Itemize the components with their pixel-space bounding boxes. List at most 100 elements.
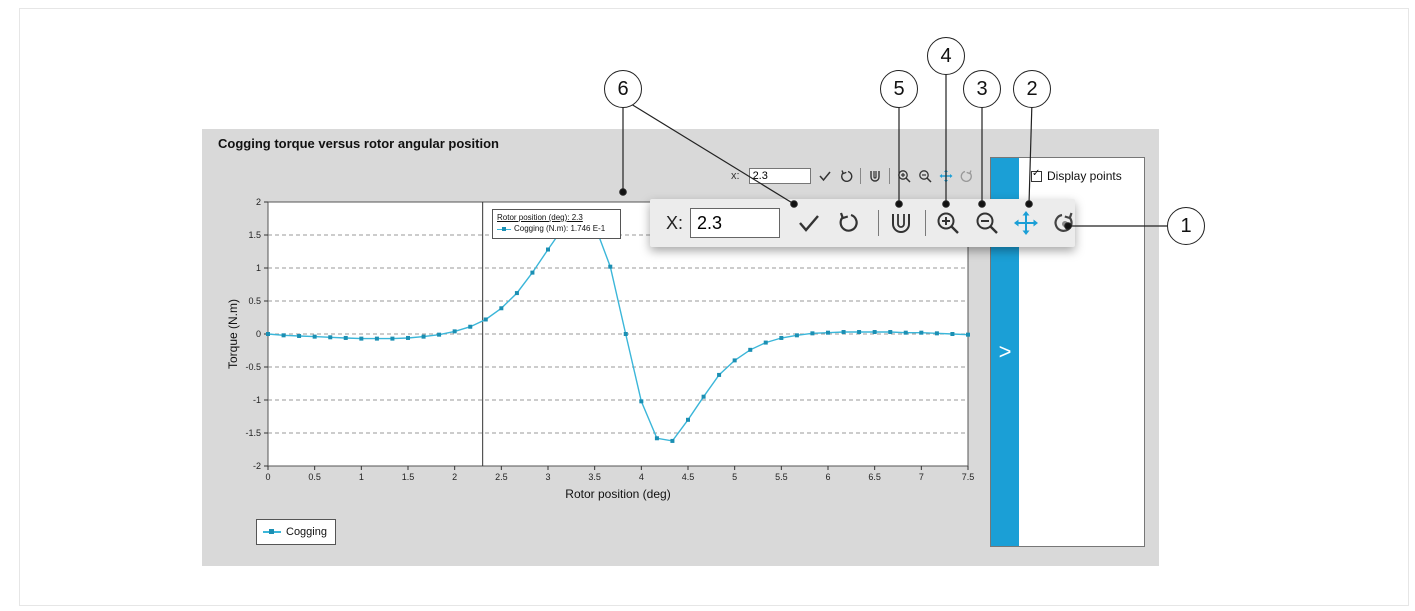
y-tick-label: 2 bbox=[256, 197, 261, 207]
data-point bbox=[919, 330, 924, 335]
small-validate-check-icon[interactable] bbox=[818, 169, 832, 183]
y-tick-label: 0 bbox=[256, 329, 261, 339]
small-toolbar-separator bbox=[859, 168, 861, 184]
panel-title: Cogging torque versus rotor angular posi… bbox=[218, 136, 499, 151]
data-point bbox=[686, 417, 690, 422]
x-tick-label: 6.5 bbox=[868, 472, 881, 482]
y-tick-label: -0.5 bbox=[245, 362, 261, 372]
data-point bbox=[950, 332, 955, 336]
small-x-label: x: bbox=[731, 170, 740, 182]
small-toolbar: x: bbox=[731, 166, 974, 186]
x-tick-label: 7 bbox=[919, 472, 924, 482]
callout-4: 4 bbox=[927, 37, 965, 75]
small-zoom-out-icon[interactable] bbox=[918, 169, 932, 183]
data-point bbox=[810, 331, 815, 336]
zoom-out-icon[interactable] bbox=[974, 210, 1000, 236]
data-point bbox=[794, 333, 799, 338]
toolbar-separator bbox=[878, 210, 879, 236]
x-tick-label: 1 bbox=[359, 472, 364, 482]
data-point bbox=[670, 438, 675, 443]
data-point bbox=[390, 336, 395, 341]
validate-check-icon[interactable] bbox=[796, 210, 822, 236]
data-point bbox=[546, 247, 550, 252]
data-point bbox=[888, 330, 893, 335]
data-point bbox=[763, 340, 768, 345]
tooltip-title: Rotor position (deg): 2.3 bbox=[497, 213, 583, 222]
data-point bbox=[343, 335, 348, 340]
data-point bbox=[297, 333, 302, 338]
page-frame bbox=[19, 8, 1409, 606]
data-point bbox=[748, 347, 753, 352]
data-point bbox=[779, 335, 784, 340]
data-point bbox=[639, 399, 644, 404]
cogging-chart[interactable]: 2 1.5 1 0.5 0 -0.5 -1 -1.5 -2 0 0.5 1 1.5 2 2.5 3 3.5 4 4.… bbox=[213, 192, 988, 547]
data-point bbox=[608, 264, 613, 269]
display-points-checkbox[interactable] bbox=[1031, 168, 1042, 182]
small-zoom-in-icon[interactable] bbox=[897, 169, 911, 183]
data-point bbox=[328, 335, 333, 340]
x-tick-label: 5.5 bbox=[775, 472, 788, 482]
small-x-input[interactable] bbox=[748, 168, 811, 184]
data-point bbox=[468, 324, 473, 329]
callout-1: 1 bbox=[1167, 207, 1205, 245]
small-pan-move-icon[interactable] bbox=[939, 169, 953, 183]
display-points-label: Display points bbox=[1047, 169, 1122, 183]
x-tick-label: 1.5 bbox=[402, 472, 415, 482]
data-point bbox=[623, 332, 628, 336]
x-tick-label: 4 bbox=[639, 472, 644, 482]
callout-3: 3 bbox=[963, 70, 1001, 108]
data-point bbox=[934, 331, 939, 336]
small-toolbar-separator bbox=[888, 168, 890, 184]
x-tick-label: 2 bbox=[452, 472, 457, 482]
data-point bbox=[514, 291, 519, 296]
cursor-tooltip: Rotor position (deg): 2.3 Cogging (N.m):… bbox=[492, 209, 621, 239]
x-tick-label: 0 bbox=[265, 472, 270, 482]
plot-area: 2 1.5 1 0.5 0 -0.5 -1 -1.5 -2 0 0.5 1 1.5 2 2.5 3 3.5 4 4.… bbox=[213, 192, 988, 547]
chart-legend: Cogging bbox=[256, 519, 336, 545]
small-magnet-snap-icon[interactable] bbox=[868, 169, 882, 183]
y-tick-label: -2 bbox=[253, 461, 261, 471]
small-refresh-view-icon[interactable] bbox=[960, 169, 974, 183]
callout-2: 2 bbox=[1013, 70, 1051, 108]
data-point bbox=[499, 306, 504, 311]
data-point bbox=[483, 317, 488, 322]
data-point bbox=[530, 270, 535, 275]
callout-6: 6 bbox=[604, 70, 642, 108]
x-tick-label: 5 bbox=[732, 472, 737, 482]
x-tick-label: 3.5 bbox=[588, 472, 601, 482]
tooltip-series-value: Cogging (N.m): 1.746 E-1 bbox=[514, 224, 606, 233]
display-points-option[interactable]: Display points bbox=[1031, 168, 1122, 183]
refresh-view-icon[interactable] bbox=[1052, 210, 1078, 236]
data-point bbox=[312, 334, 317, 339]
data-point bbox=[732, 358, 737, 363]
small-reset-icon[interactable] bbox=[839, 169, 853, 183]
x-label: X: bbox=[666, 213, 684, 233]
zoom-in-icon[interactable] bbox=[935, 210, 961, 236]
collapse-arrow-icon: > bbox=[998, 339, 1012, 364]
data-point bbox=[826, 330, 830, 335]
toolbar-separator bbox=[925, 210, 926, 236]
tooltip-series-marker bbox=[497, 225, 511, 233]
data-point bbox=[903, 330, 908, 335]
data-point bbox=[654, 436, 659, 441]
reset-icon[interactable] bbox=[835, 210, 861, 236]
series-line-cogging bbox=[267, 214, 969, 442]
data-point bbox=[452, 329, 457, 334]
y-tick-label: -1.5 bbox=[245, 428, 261, 438]
pan-move-icon[interactable] bbox=[1013, 210, 1039, 236]
x-axis-label: Rotor position (deg) bbox=[565, 487, 670, 501]
data-point bbox=[359, 336, 364, 341]
y-tick-label: 0.5 bbox=[248, 296, 261, 306]
y-tick-label: -1 bbox=[253, 395, 261, 405]
data-point bbox=[406, 335, 410, 340]
x-position-input[interactable] bbox=[690, 208, 780, 238]
tooltip-series-row: Cogging (N.m): 1.746 E-1 bbox=[497, 223, 616, 234]
x-tick-label: 2.5 bbox=[495, 472, 508, 482]
magnet-snap-icon[interactable] bbox=[888, 210, 914, 236]
data-point bbox=[872, 330, 877, 335]
legend-marker bbox=[263, 527, 281, 537]
data-point bbox=[717, 372, 722, 377]
data-point bbox=[374, 336, 379, 341]
legend-label: Cogging bbox=[286, 526, 327, 538]
data-point bbox=[437, 332, 442, 337]
